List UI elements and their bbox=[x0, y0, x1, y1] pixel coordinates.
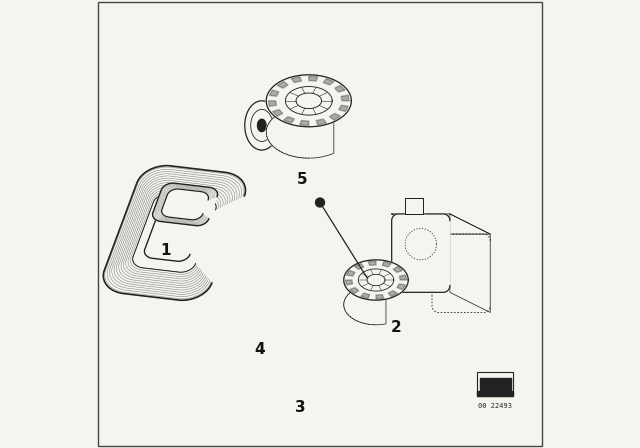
Polygon shape bbox=[268, 101, 276, 106]
Polygon shape bbox=[341, 95, 349, 101]
Polygon shape bbox=[432, 234, 490, 313]
Polygon shape bbox=[344, 260, 408, 300]
Polygon shape bbox=[152, 183, 218, 226]
Polygon shape bbox=[399, 275, 406, 280]
Polygon shape bbox=[405, 198, 423, 214]
Text: 4: 4 bbox=[254, 342, 265, 357]
Text: 00 22493: 00 22493 bbox=[477, 403, 512, 409]
Polygon shape bbox=[273, 110, 283, 116]
Polygon shape bbox=[477, 391, 513, 396]
Polygon shape bbox=[266, 75, 351, 127]
Text: 2: 2 bbox=[391, 319, 401, 335]
Polygon shape bbox=[103, 166, 246, 300]
Polygon shape bbox=[296, 93, 321, 108]
Polygon shape bbox=[481, 378, 511, 390]
Text: 5: 5 bbox=[297, 172, 307, 187]
Polygon shape bbox=[392, 214, 450, 292]
Polygon shape bbox=[392, 214, 490, 234]
Polygon shape bbox=[388, 291, 397, 297]
Text: 3: 3 bbox=[294, 400, 305, 415]
Polygon shape bbox=[367, 274, 385, 286]
Polygon shape bbox=[162, 189, 209, 220]
Polygon shape bbox=[291, 77, 301, 82]
Polygon shape bbox=[257, 119, 266, 132]
Polygon shape bbox=[335, 86, 345, 92]
Polygon shape bbox=[349, 288, 359, 293]
Polygon shape bbox=[368, 261, 376, 265]
Polygon shape bbox=[450, 214, 490, 313]
Polygon shape bbox=[358, 269, 394, 291]
Polygon shape bbox=[344, 260, 386, 325]
Polygon shape bbox=[393, 267, 403, 272]
Polygon shape bbox=[397, 284, 406, 289]
Polygon shape bbox=[266, 75, 334, 158]
Circle shape bbox=[316, 198, 324, 207]
Polygon shape bbox=[355, 263, 364, 269]
Polygon shape bbox=[269, 90, 279, 96]
Polygon shape bbox=[316, 119, 326, 125]
Polygon shape bbox=[382, 262, 391, 267]
Polygon shape bbox=[285, 86, 332, 115]
Polygon shape bbox=[339, 105, 348, 112]
Polygon shape bbox=[300, 121, 308, 125]
Polygon shape bbox=[376, 295, 384, 299]
Polygon shape bbox=[284, 116, 294, 123]
Polygon shape bbox=[361, 293, 370, 298]
Polygon shape bbox=[323, 78, 334, 85]
Bar bbox=[477, 372, 513, 396]
Polygon shape bbox=[308, 76, 318, 81]
Text: 1: 1 bbox=[160, 243, 171, 258]
Polygon shape bbox=[277, 82, 288, 88]
Polygon shape bbox=[346, 280, 353, 285]
Polygon shape bbox=[346, 271, 355, 276]
Polygon shape bbox=[145, 205, 204, 261]
Polygon shape bbox=[330, 113, 340, 120]
Polygon shape bbox=[244, 101, 279, 150]
